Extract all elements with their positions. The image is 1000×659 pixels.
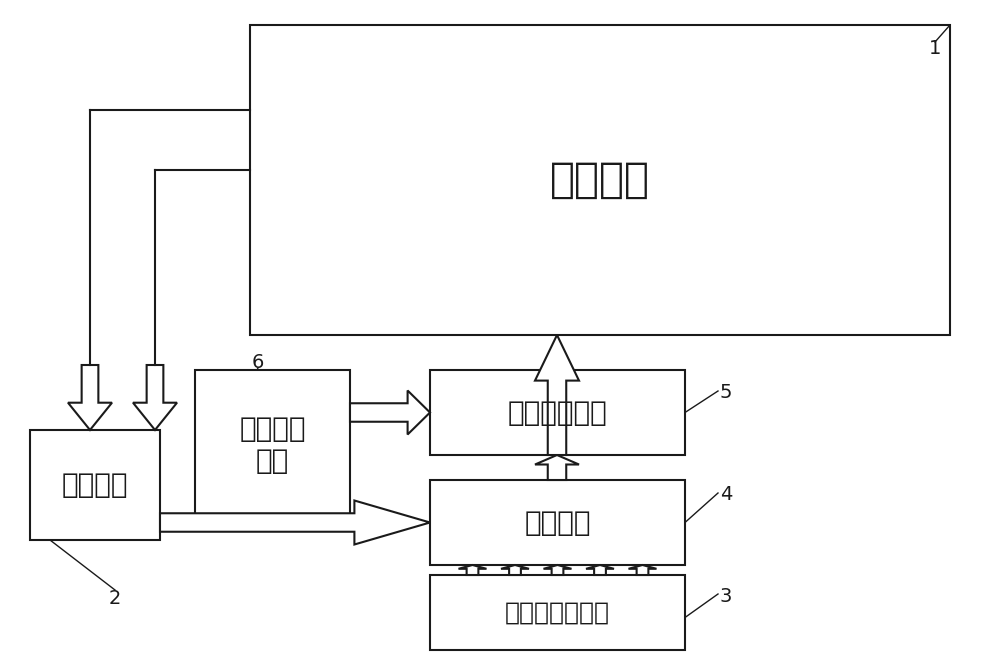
Polygon shape [133,365,177,430]
Bar [250,25,950,335]
Bar [30,430,160,540]
Text: 1: 1 [929,38,941,57]
Text: 5: 5 [720,384,732,403]
Polygon shape [160,500,430,544]
Polygon shape [501,565,529,575]
Polygon shape [535,335,579,455]
Polygon shape [586,565,614,575]
Bar [430,575,685,650]
Text: 选择模块: 选择模块 [524,509,591,536]
Polygon shape [544,565,572,575]
Polygon shape [535,455,579,480]
Text: 4: 4 [720,486,732,505]
Text: 显示面板: 显示面板 [550,159,650,201]
Text: 3: 3 [720,587,732,606]
Text: 时序控制
电路: 时序控制 电路 [239,415,306,475]
Polygon shape [458,565,486,575]
Text: 检测模块: 检测模块 [62,471,128,499]
Text: 伽玛电压产生器: 伽玛电压产生器 [505,600,610,625]
Bar [430,370,685,455]
Text: 数据驱动电路: 数据驱动电路 [508,399,607,426]
Polygon shape [350,391,430,434]
Bar [195,370,350,520]
Polygon shape [68,365,112,430]
Text: 2: 2 [109,588,121,608]
Bar [430,480,685,565]
Polygon shape [629,565,656,575]
Text: 6: 6 [252,353,264,372]
